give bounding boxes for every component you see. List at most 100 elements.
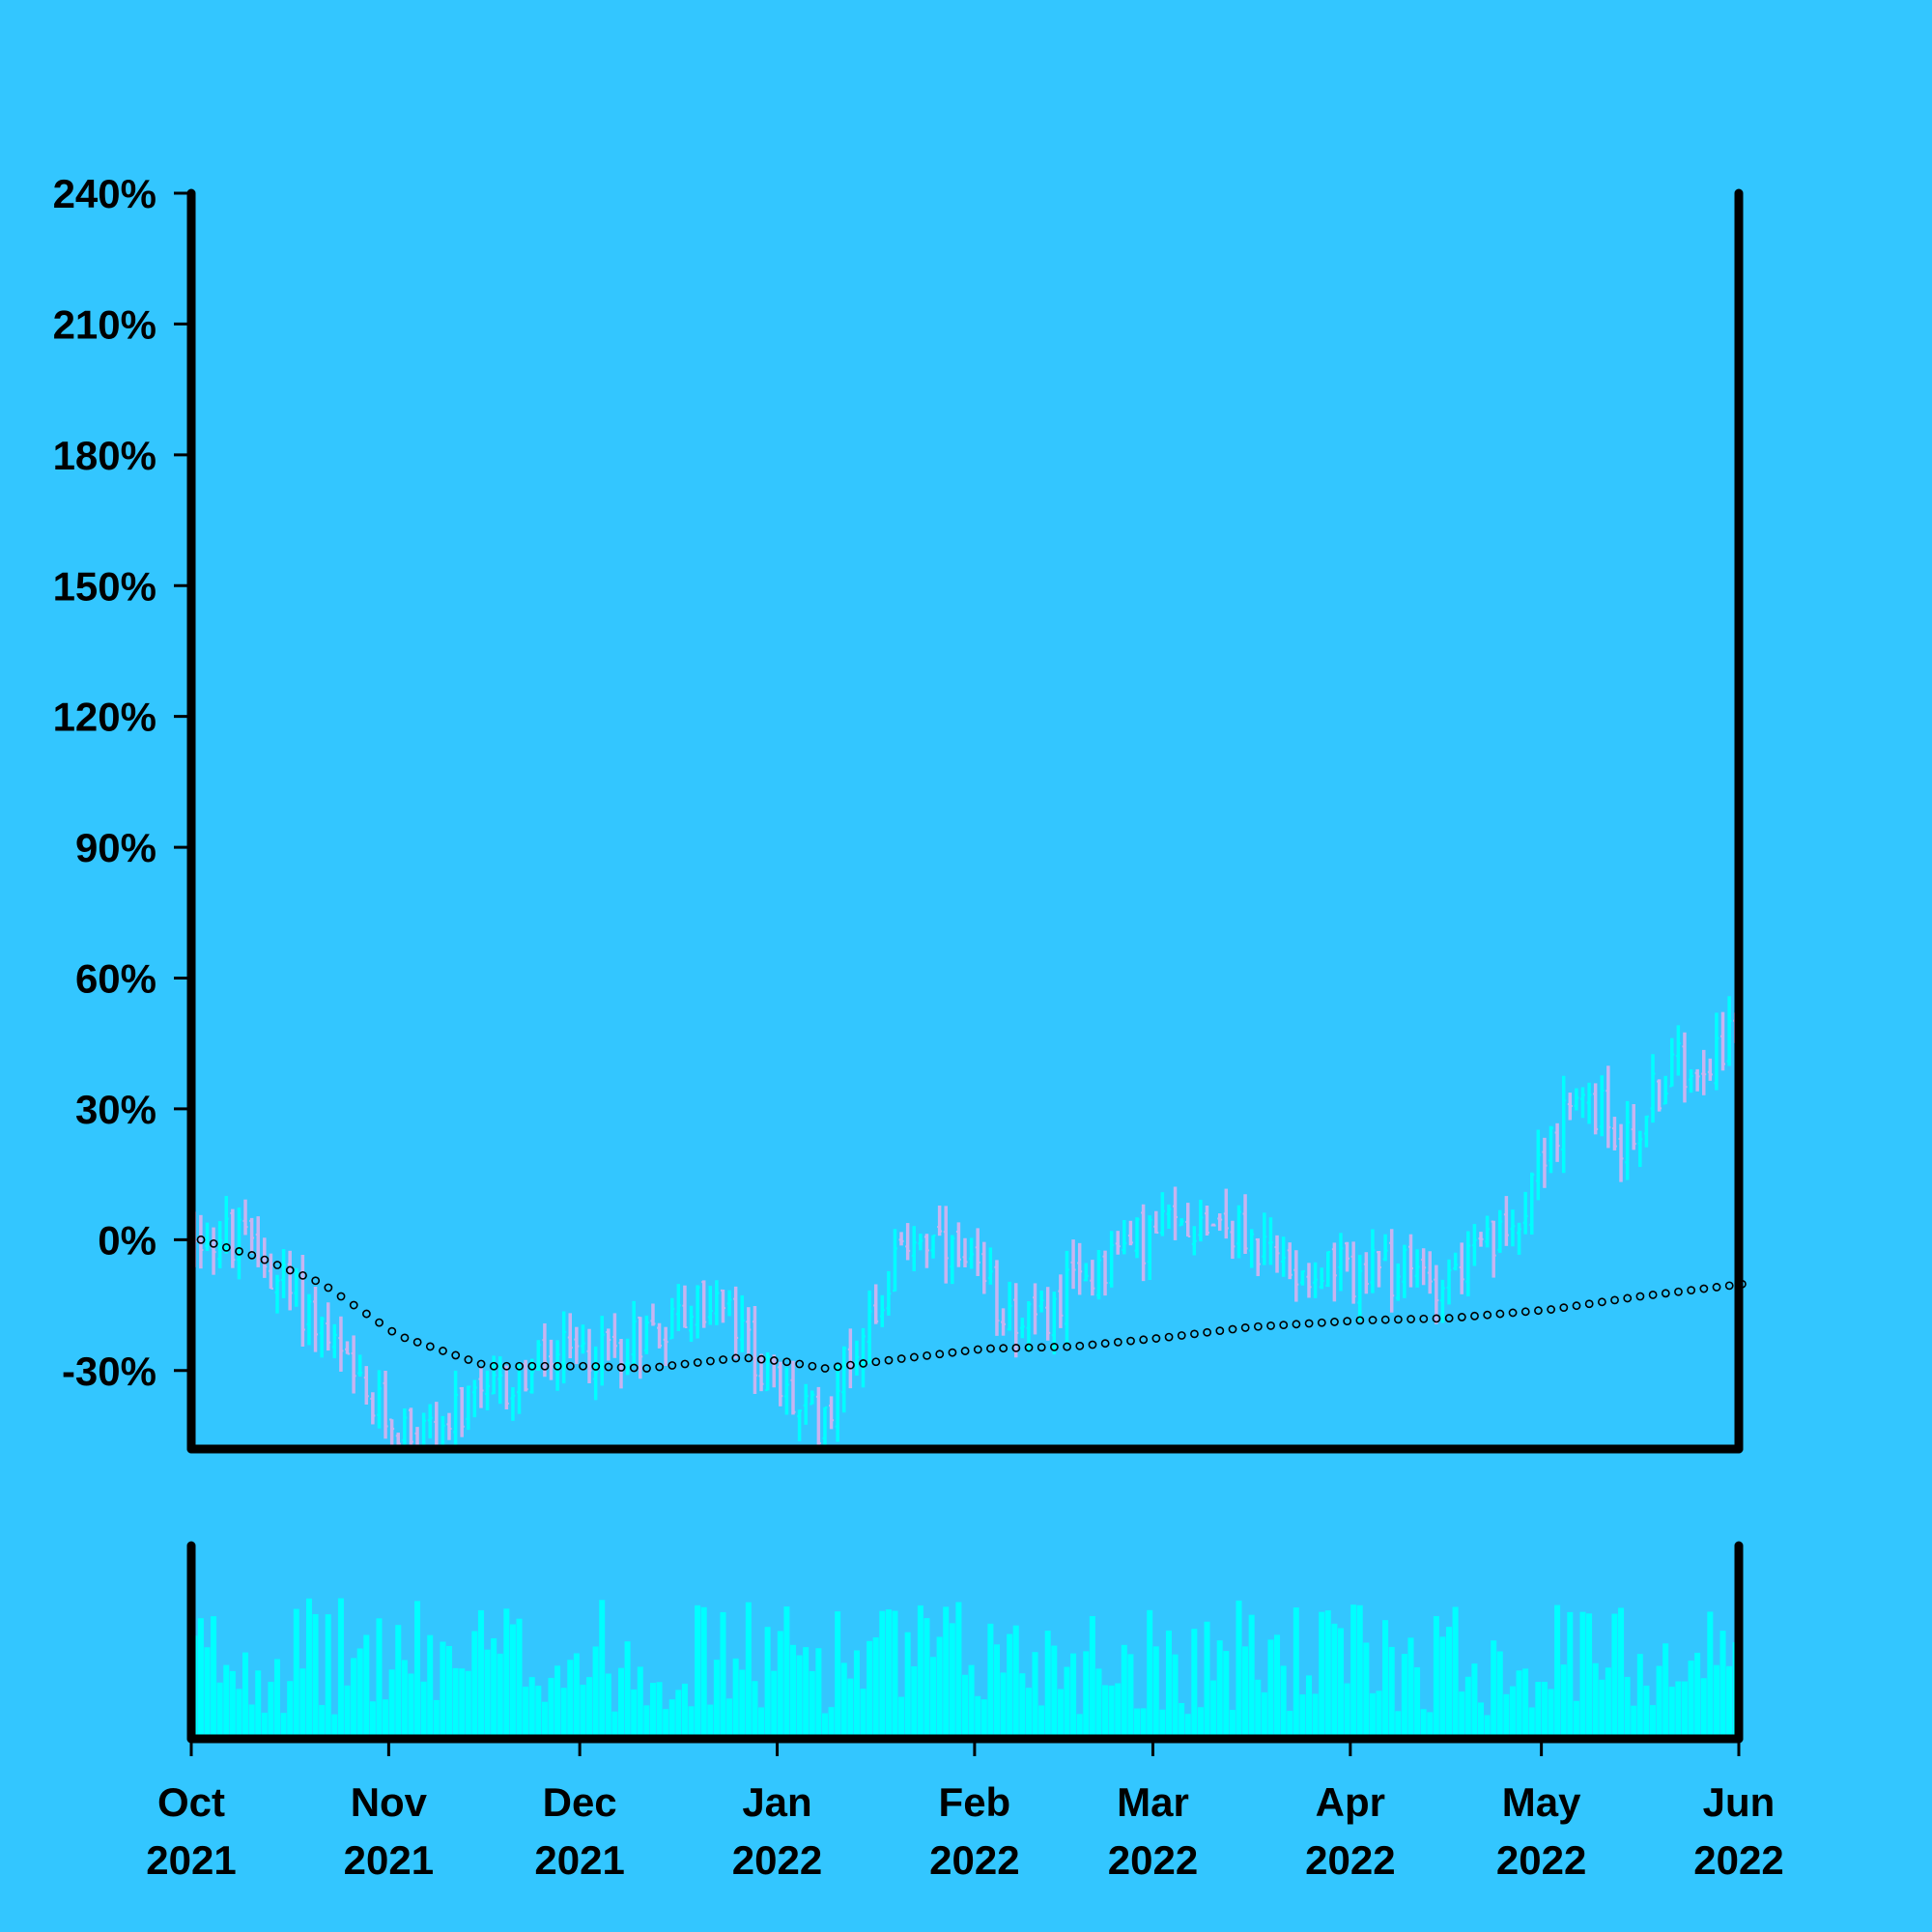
ohlc-bar (1102, 1250, 1108, 1296)
ohlc-bar (1191, 1226, 1197, 1256)
ohlc-bar (1395, 1264, 1401, 1301)
ohlc-bar (1077, 1242, 1083, 1295)
ohlc-bar (815, 1386, 821, 1449)
ohlc-bar (1421, 1248, 1427, 1286)
moving-average-point (1037, 1343, 1046, 1352)
moving-average-point (1177, 1331, 1186, 1340)
volume-bar (1147, 1609, 1153, 1739)
ohlc-bar (1287, 1242, 1293, 1280)
y-tick-label: 150% (53, 563, 156, 609)
volume-bar (204, 1647, 211, 1739)
ohlc-bar (669, 1297, 675, 1340)
volume-bar (707, 1704, 714, 1739)
ohlc-bar (1478, 1232, 1484, 1247)
ohlc-bar (1446, 1259, 1452, 1305)
volume-bar (471, 1631, 478, 1739)
volume-bar (274, 1659, 280, 1739)
volume-bar (1491, 1640, 1497, 1739)
ohlc-bar (383, 1370, 388, 1439)
moving-average-point (808, 1361, 817, 1371)
volume-bar (949, 1623, 955, 1739)
ohlc-bar (574, 1326, 580, 1365)
ohlc-bar (950, 1235, 955, 1285)
volume-bar (1229, 1710, 1236, 1739)
volume-bar (1541, 1682, 1548, 1739)
ohlc-bar (1153, 1210, 1159, 1235)
volume-bar (1420, 1709, 1427, 1739)
ohlc-bar (1179, 1218, 1184, 1227)
moving-average-point (1584, 1299, 1594, 1309)
volume-bar (1439, 1636, 1446, 1739)
y-tick-label: 120% (53, 695, 156, 740)
moving-average-point (833, 1362, 842, 1372)
moving-average-point (579, 1361, 587, 1371)
moving-average-point (349, 1300, 358, 1310)
volume-bar (1650, 1705, 1656, 1739)
ohlc-bar (1210, 1223, 1216, 1227)
volume-bar (1643, 1685, 1650, 1739)
moving-average-point (1011, 1343, 1021, 1352)
ohlc-bar (758, 1353, 764, 1392)
ohlc-bar (1293, 1250, 1299, 1302)
ohlc-bar (822, 1406, 828, 1449)
volume-bar (427, 1634, 434, 1739)
moving-average-point (604, 1362, 613, 1372)
volume-bar (1535, 1682, 1542, 1739)
volume-bar (197, 1618, 204, 1739)
x-tick-month-label: Nov (351, 1779, 428, 1825)
moving-average-point (1063, 1342, 1071, 1351)
ohlc-bar (1045, 1287, 1051, 1341)
moving-average-point (476, 1359, 486, 1369)
volume-bar (713, 1660, 720, 1739)
ohlc-bar (930, 1234, 936, 1259)
ohlc-bar (1726, 996, 1732, 1066)
volume-bar (840, 1662, 847, 1739)
volume-bar (752, 1681, 758, 1739)
volume-bar (414, 1601, 421, 1739)
moving-average-point (298, 1270, 307, 1280)
ohlc-bar (1542, 1137, 1548, 1188)
moving-average-point (655, 1362, 665, 1372)
moving-average-point (1661, 1289, 1670, 1298)
ohlc-bar (714, 1280, 720, 1325)
y-tick-label: 90% (75, 825, 156, 870)
volume-bar (720, 1611, 726, 1739)
volume-bar (790, 1644, 796, 1739)
ohlc-bar (631, 1300, 637, 1365)
volume-bar (835, 1611, 841, 1739)
volume-bar (879, 1610, 886, 1739)
volume-bar (1172, 1654, 1179, 1739)
volume-bar (580, 1684, 586, 1739)
volume-bar (1337, 1628, 1344, 1739)
ohlc-bar (765, 1351, 771, 1392)
moving-average-line (196, 1235, 1747, 1373)
volume-bar (459, 1668, 466, 1739)
volume-bar (1076, 1714, 1083, 1739)
ohlc-bar (1389, 1229, 1395, 1313)
volume-bar (898, 1696, 905, 1739)
moving-average-point (591, 1362, 601, 1371)
volume-bar (1095, 1668, 1102, 1739)
volume-bar (1668, 1687, 1675, 1739)
moving-average-point (1139, 1335, 1149, 1345)
volume-bar (216, 1682, 223, 1739)
ohlc-bar (1414, 1249, 1420, 1288)
volume-bar (491, 1637, 497, 1739)
ohlc-bar (1593, 1083, 1599, 1135)
volume-bar (509, 1624, 516, 1739)
volume-bar (1216, 1640, 1223, 1739)
volume-bar (1280, 1665, 1287, 1739)
volume-bar (1070, 1653, 1077, 1739)
volume-bar (573, 1653, 580, 1739)
volume-bar (853, 1650, 860, 1739)
ohlc-bar (1402, 1244, 1407, 1298)
volume-bar (892, 1610, 898, 1739)
moving-average-point (1203, 1327, 1212, 1337)
ohlc-bar (1019, 1317, 1025, 1339)
ohlc-bar (1033, 1283, 1038, 1335)
x-tick-year-label: 2021 (146, 1837, 236, 1883)
ohlc-bar (1618, 1123, 1624, 1182)
moving-average-point (1597, 1297, 1606, 1307)
ohlc-bar (453, 1370, 459, 1449)
volume-bar (351, 1658, 357, 1739)
